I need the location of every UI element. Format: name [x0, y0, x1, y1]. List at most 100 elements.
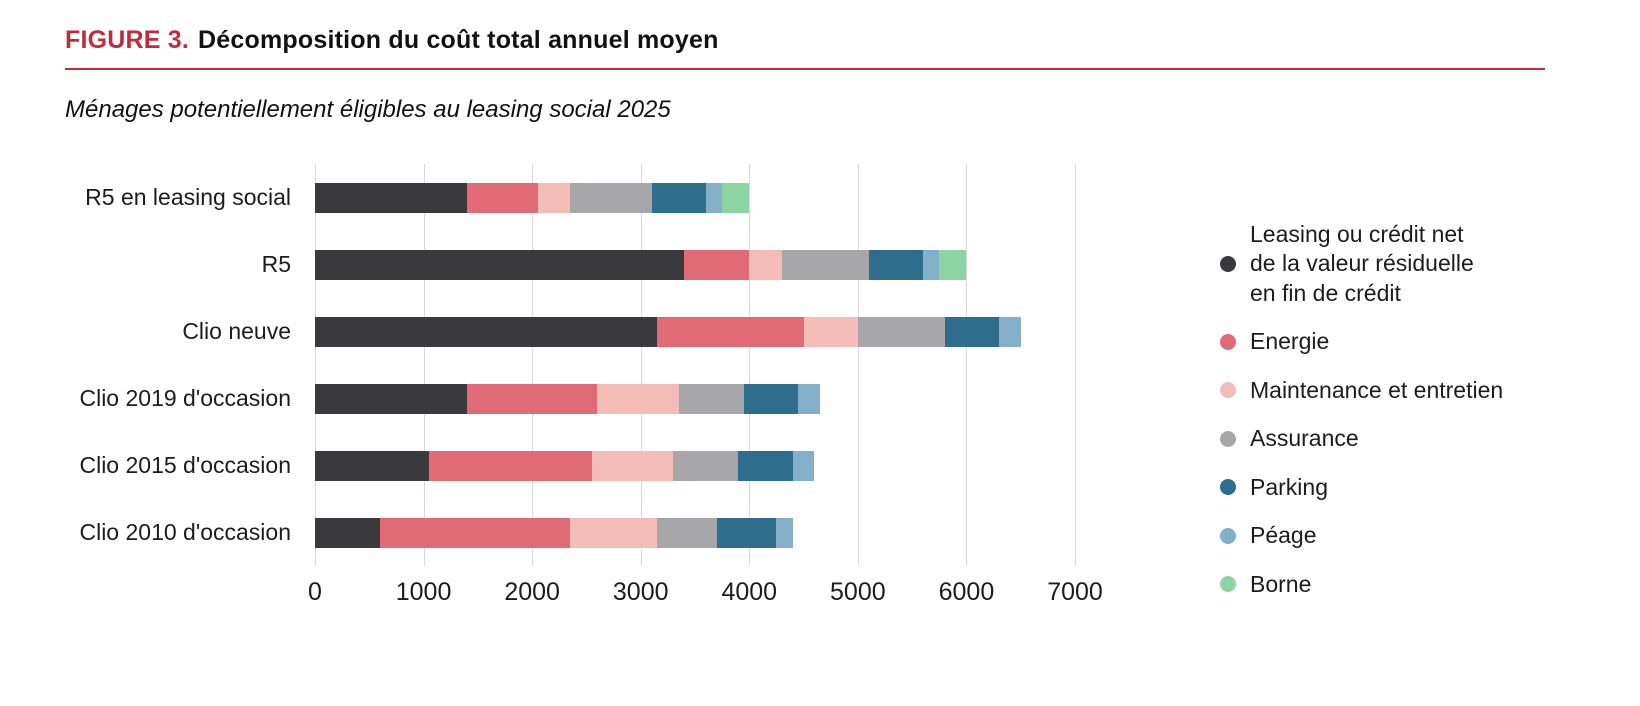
bar-segment-maintenance	[597, 383, 679, 414]
bar-segment-maintenance	[537, 182, 571, 213]
bar-segment-parking	[743, 383, 799, 414]
bar-segment-energie	[467, 182, 538, 213]
x-tick-label: 6000	[938, 578, 995, 606]
gridline	[966, 164, 968, 566]
bar-track	[315, 450, 1075, 481]
stacked-bar-chart: R5 en leasing social R5 Clio neuve Clio 201…	[65, 164, 1103, 618]
legend-dot-maintenance	[1220, 382, 1236, 399]
bar-row: Clio 2015 d'occasion	[65, 432, 1075, 499]
chart-legend: Leasing ou crédit net de la valeur résid…	[1220, 164, 1503, 618]
gridline	[857, 164, 859, 566]
gridline	[315, 164, 316, 566]
bar-segment-leasing	[315, 249, 685, 280]
bar-segment-peage	[705, 182, 723, 213]
category-label: Clio 2019 d'occasion	[79, 385, 291, 411]
bar-segment-borne	[722, 182, 750, 213]
legend-label-parking: Parking	[1250, 473, 1328, 500]
legend-item-leasing: Leasing ou crédit net de la valeur résid…	[1220, 220, 1503, 308]
legend-item-parking: Parking	[1220, 473, 1503, 502]
category-label: Clio neuve	[182, 318, 291, 344]
category-label: Clio 2015 d'occasion	[79, 452, 291, 478]
x-tick-label: 1000	[395, 578, 452, 606]
bar-segment-leasing	[315, 182, 467, 213]
bar-segment-peage	[922, 249, 940, 280]
bar-segment-assurance	[656, 517, 717, 548]
x-tick-label: 4000	[721, 578, 778, 606]
bar-segment-energie	[429, 450, 592, 481]
figure-subtitle: Ménages potentiellement éligibles au lea…	[65, 96, 671, 123]
bar-row: Clio 2010 d'occasion	[65, 499, 1075, 566]
figure-3-page: FIGURE 3. Décomposition du coût total ann…	[65, 26, 1545, 618]
legend-dot-energie	[1220, 334, 1236, 351]
figure-title-text: Décomposition du coût total annuel moyen	[198, 26, 719, 54]
category-label: R5 en leasing social	[85, 184, 291, 210]
bar-segment-assurance	[570, 182, 652, 213]
bar-segment-energie	[684, 249, 750, 280]
bar-segment-parking	[651, 182, 706, 213]
gridline	[423, 164, 425, 566]
legend-label-energie: Energie	[1250, 328, 1330, 355]
x-tick-label: 3000	[612, 578, 669, 606]
legend-label-leasing: Leasing ou crédit net de la valeur résid…	[1250, 221, 1474, 306]
bar-segment-leasing	[315, 316, 657, 347]
bar-row: Clio neuve	[65, 298, 1075, 365]
figure-title: FIGURE 3. Décomposition du coût total ann…	[65, 26, 1545, 55]
x-tick-label: 2000	[504, 578, 560, 606]
bar-segment-energie	[657, 316, 804, 347]
bar-segment-energie	[380, 517, 571, 548]
gridline	[749, 164, 751, 566]
legend-dot-leasing	[1220, 256, 1236, 273]
bar-segment-assurance	[781, 249, 869, 280]
legend-item-peage: Péage	[1220, 521, 1503, 550]
legend-item-energie: Energie	[1220, 327, 1503, 356]
legend-dot-borne	[1220, 576, 1236, 593]
bar-track	[315, 182, 1075, 213]
figure-label: FIGURE 3.	[65, 26, 190, 54]
bar-segment-leasing	[315, 383, 467, 414]
bar-segment-leasing	[315, 517, 381, 548]
gridline	[1075, 164, 1076, 566]
x-tick-label: 0	[308, 578, 322, 606]
bar-rows: R5 en leasing social R5 Clio neuve Clio 201…	[65, 164, 1075, 566]
legend-label-assurance: Assurance	[1250, 425, 1359, 452]
bar-track	[315, 316, 1075, 347]
bar-segment-parking	[738, 450, 793, 481]
bar-segment-peage	[776, 517, 793, 548]
bar-segment-assurance	[673, 450, 739, 481]
bar-segment-energie	[467, 383, 598, 414]
bar-segment-leasing	[315, 450, 429, 481]
x-tick-label: 5000	[830, 578, 886, 606]
figure-header: FIGURE 3. Décomposition du coût total ann…	[65, 26, 1545, 70]
bar-segment-parking	[944, 316, 999, 347]
bar-segment-parking	[868, 249, 923, 280]
legend-label-peage: Péage	[1250, 522, 1317, 549]
legend-dot-assurance	[1220, 430, 1236, 447]
bar-row: Clio 2019 d'occasion	[65, 365, 1075, 432]
x-tick-label: 7000	[1047, 578, 1103, 606]
x-axis: 0 1000 2000 3000 4000 5000 6000 7000	[308, 566, 1103, 610]
gridline	[532, 164, 534, 566]
legend-label-maintenance: Maintenance et entretien	[1250, 376, 1504, 403]
chart-content: R5 en leasing social R5 Clio neuve Clio 201…	[65, 164, 1545, 618]
legend-item-borne: Borne	[1220, 570, 1503, 599]
legend-item-assurance: Assurance	[1220, 424, 1503, 453]
bar-track	[315, 517, 1075, 548]
bar-segment-maintenance	[749, 249, 782, 280]
bar-segment-parking	[716, 517, 777, 548]
bar-row: R5	[65, 231, 1075, 298]
bar-segment-peage	[792, 450, 815, 481]
bar-row: R5 en leasing social	[65, 164, 1075, 231]
bar-segment-borne	[939, 249, 967, 280]
bar-segment-assurance	[678, 383, 744, 414]
bar-segment-maintenance	[591, 450, 674, 481]
bar-segment-peage	[798, 383, 820, 414]
category-label: R5	[261, 251, 291, 277]
legend-dot-parking	[1220, 479, 1236, 496]
gridlines	[315, 164, 1076, 566]
bar-segment-maintenance	[803, 316, 858, 347]
legend-label-borne: Borne	[1250, 570, 1312, 597]
bar-segment-peage	[998, 316, 1021, 347]
legend-item-maintenance: Maintenance et entretien	[1220, 376, 1503, 405]
bar-track	[315, 383, 1075, 414]
bar-segment-assurance	[857, 316, 945, 347]
